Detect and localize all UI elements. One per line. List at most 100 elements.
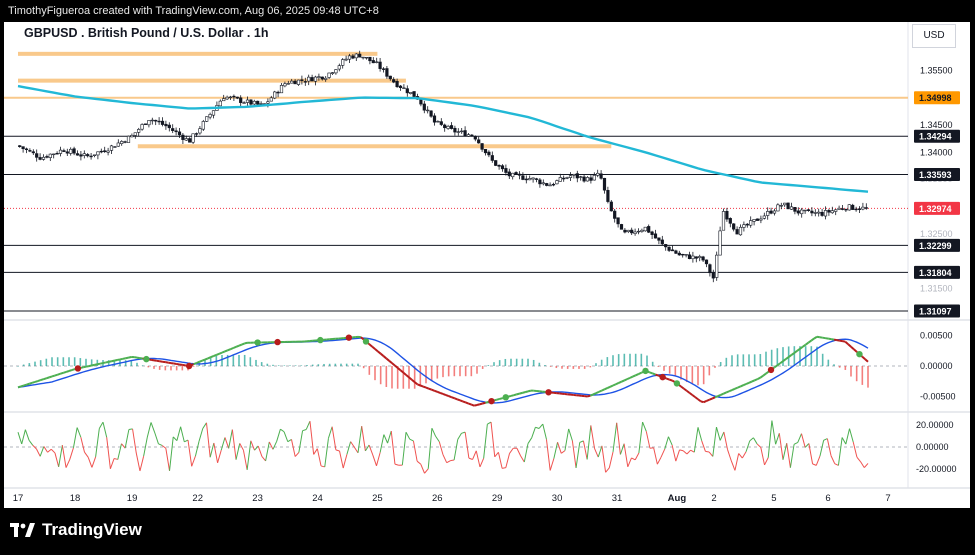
chart-canvas[interactable]: 1.360001.335001.325001.315001.310001.355… [4, 22, 970, 508]
oscillator-segment [502, 467, 506, 469]
macd-line-segment [632, 374, 637, 378]
candle-body [303, 81, 307, 83]
macd-line-segment [439, 391, 444, 395]
candle-body [738, 226, 743, 236]
chart-svg[interactable]: 1.360001.335001.325001.315001.310001.355… [4, 22, 970, 508]
candle-body [674, 250, 678, 254]
macd-histogram-bar [719, 362, 722, 366]
macd-line-segment [456, 398, 461, 402]
tradingview-logo[interactable]: TradingView [10, 520, 142, 540]
macd-histogram-bar [368, 366, 371, 375]
candle-body [41, 156, 46, 160]
macd-line-segment [374, 348, 379, 353]
oscillator-segment [416, 460, 422, 465]
macd-histogram-bar [538, 362, 541, 366]
macd-line-segment [422, 385, 427, 389]
macd-line-segment [737, 385, 741, 389]
candle-body [847, 204, 851, 211]
oscillator-segment [860, 461, 865, 468]
candle-body [313, 76, 318, 82]
macd-cross-dot [345, 334, 353, 341]
oscillator-segment [146, 422, 152, 438]
candle-body [783, 202, 787, 206]
macd-line-segment [516, 392, 520, 396]
oscillator-segment [372, 454, 377, 466]
macd-histogram-bar [158, 366, 161, 370]
candle-body [89, 155, 93, 158]
candle-body [164, 123, 168, 127]
macd-histogram-bar [753, 354, 756, 366]
time-axis-label: 29 [492, 493, 503, 504]
oscillator-segment [268, 441, 274, 450]
candle-body [402, 87, 406, 89]
candle-body [538, 179, 542, 185]
candle-body [562, 177, 566, 180]
candle-body [69, 148, 73, 154]
candle-body [694, 256, 698, 259]
macd-line-segment [473, 404, 478, 407]
macd-line-segment [114, 359, 118, 362]
oscillator-segment [405, 431, 411, 440]
oscillator-segment [527, 437, 533, 444]
macd-tick-label: -0.00500 [920, 392, 956, 402]
candle-body [422, 103, 426, 111]
macd-line-segment [626, 376, 631, 381]
candle-body [691, 255, 695, 260]
macd-histogram-bar [544, 365, 546, 366]
macd-cross-dot [488, 397, 495, 405]
candle-body [460, 130, 464, 133]
candle-body [827, 210, 831, 213]
macd-line-segment [799, 345, 804, 350]
candle-body [426, 109, 430, 112]
candle-body [211, 110, 216, 116]
macd-line-segment [759, 374, 764, 379]
oscillator-segment [17, 432, 23, 445]
candle-body [225, 96, 229, 100]
price-level-label: 1.31804 [919, 268, 952, 278]
macd-histogram-bar [708, 366, 711, 376]
macd-histogram-bar [674, 366, 677, 377]
oscillator-segment [390, 430, 396, 465]
macd-line-segment [88, 364, 92, 368]
oscillator-segment [782, 443, 788, 460]
candle-body [143, 123, 148, 125]
macd-histogram-bar [221, 355, 223, 366]
macd-histogram-bar [56, 357, 59, 366]
currency-button[interactable]: USD [912, 24, 956, 48]
candle-body [857, 208, 862, 210]
oscillator-segment [520, 455, 525, 463]
macd-line-segment [453, 397, 458, 401]
candle-body [507, 171, 511, 177]
macd-histogram-bar [646, 355, 648, 366]
oscillator-segment [379, 434, 385, 453]
oscillator-segment [616, 422, 621, 455]
oscillator-segment [708, 451, 714, 457]
oscillator-segment [427, 428, 433, 469]
macd-histogram-bar [255, 359, 257, 366]
oscillator-segment [102, 422, 108, 438]
candle-body [358, 53, 362, 58]
macd-histogram-bar [170, 366, 172, 371]
macd-histogram-bar [260, 362, 263, 366]
oscillator-segment [217, 449, 222, 463]
oscillator-segment [239, 443, 244, 451]
macd-histogram-bar [136, 362, 138, 366]
candle-body [130, 135, 134, 138]
macd-line-segment [527, 389, 532, 393]
oscillator-segment [753, 437, 758, 445]
oscillator-segment [309, 421, 315, 455]
oscillator-segment [280, 428, 285, 433]
macd-histogram-bar [181, 366, 184, 371]
candle-body [514, 172, 518, 175]
oscillator-segment [645, 431, 651, 449]
macd-histogram-bar [79, 358, 82, 366]
macd-cross-dot [502, 394, 509, 401]
candle-body [79, 154, 83, 157]
symbol-title[interactable]: GBPUSD . British Pound / U.S. Dollar . 1… [24, 26, 269, 40]
macd-histogram-bar [714, 366, 716, 368]
candle-body [575, 173, 579, 179]
oscillator-segment [375, 452, 381, 466]
macd-histogram-bar [17, 366, 19, 367]
macd-line-segment [609, 384, 614, 388]
oscillator-segment [54, 452, 60, 467]
